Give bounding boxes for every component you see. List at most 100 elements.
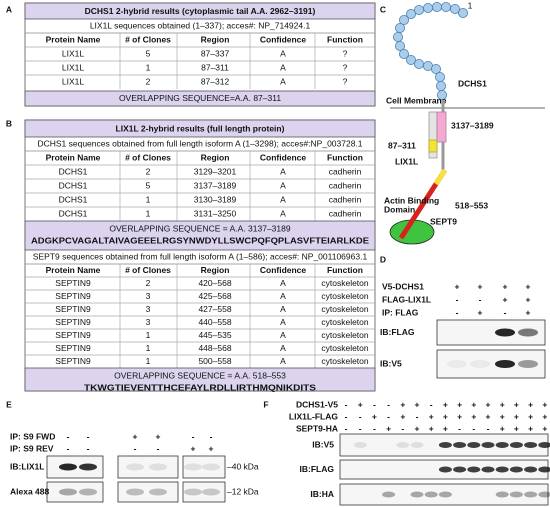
membrane-label: Cell Membrane (386, 95, 447, 105)
table-cell: 2 (146, 166, 151, 176)
sign: - (487, 423, 490, 433)
sign: + (191, 443, 196, 453)
domain-bead (457, 7, 468, 18)
table-cell: SEPTIN9 (55, 291, 91, 301)
table-cell: 87–312 (201, 76, 230, 86)
condition-label: FLAG-LIX1L (382, 294, 431, 304)
region-label: 518–553 (455, 200, 488, 210)
table-title: DCHS1 2-hybrid results (cytoplasmic tail… (85, 6, 316, 16)
band (495, 491, 509, 498)
blot-label: IB:HA (310, 489, 334, 499)
sign: + (514, 423, 519, 433)
table-subtitle: DCHS1 sequences obtained from full lengt… (37, 138, 362, 148)
domain-bead (430, 64, 441, 75)
table-cell: ? (343, 62, 348, 72)
table-cell: A (280, 166, 286, 176)
domain-bead (394, 41, 405, 52)
sign: - (479, 294, 482, 304)
overlap-text: OVERLAPPING SEQUENCE=A.A. 87–311 (119, 93, 281, 103)
sign: - (345, 423, 348, 433)
table-cell: DCHS1 (59, 194, 88, 204)
column-header: # of Clones (125, 265, 171, 275)
sign: + (471, 399, 476, 409)
panel-label: C (380, 4, 386, 14)
table-cell: cadherin (329, 194, 362, 204)
table-cell: 2 (146, 76, 151, 86)
column-header: Region (201, 152, 230, 162)
protein-label: DCHS1 (458, 78, 487, 88)
region-label: 3137–3189 (451, 120, 494, 130)
sign: - (134, 443, 137, 453)
band (149, 463, 167, 471)
sign: + (443, 399, 448, 409)
sign: + (514, 399, 519, 409)
band (79, 488, 97, 496)
table-cell: SEPTIN9 (55, 356, 91, 366)
table-cell: A (280, 304, 286, 314)
domain-bead (440, 2, 451, 12)
sign: + (386, 423, 391, 433)
table-cell: A (280, 208, 286, 218)
condition-label: SEPT9-HA (296, 423, 338, 433)
blot (182, 481, 226, 503)
band (149, 488, 167, 496)
overlap-text: OVERLAPPING SEQUENCE = A.A. 518–553 (114, 370, 286, 380)
sign: - (87, 443, 90, 453)
sign: + (478, 307, 483, 317)
table-cell: cytoskeleton (321, 291, 369, 301)
sign: + (400, 411, 405, 421)
table-cell: DCHS1 (59, 166, 88, 176)
band (424, 491, 438, 498)
table-cell: ? (343, 48, 348, 58)
table-cell: 1 (146, 343, 151, 353)
panel-label: E (6, 399, 12, 409)
table-cell: A (280, 180, 286, 190)
table-cell: 500–558 (198, 356, 231, 366)
panel-label: F (263, 399, 268, 409)
region-label: 87–311 (388, 140, 416, 150)
blot-label: IB:V5 (312, 439, 334, 449)
table-cell: 425–568 (198, 291, 231, 301)
condition-label: LIX1L-FLAG (289, 411, 338, 421)
band (495, 442, 509, 448)
sign: - (87, 431, 90, 441)
sign: - (472, 423, 475, 433)
sign: + (503, 294, 508, 304)
sign: + (372, 411, 377, 421)
sign: - (345, 411, 348, 421)
band (524, 466, 538, 473)
band (518, 328, 538, 337)
band (509, 491, 523, 498)
blot (117, 481, 179, 503)
table-cell: A (280, 48, 286, 58)
column-header: # of Clones (125, 34, 171, 44)
table-cell: A (280, 330, 286, 340)
sign: + (503, 281, 508, 291)
table-cell: A (280, 62, 286, 72)
band (470, 360, 490, 368)
overlap-band (24, 220, 376, 251)
sign: - (458, 423, 461, 433)
sign: + (415, 423, 420, 433)
sign: + (457, 399, 462, 409)
overlap-band (24, 90, 376, 107)
binding-region (436, 111, 447, 143)
table-cell: cadherin (329, 166, 362, 176)
band (79, 463, 97, 471)
blot (46, 481, 104, 503)
table-cell: A (280, 76, 286, 86)
table-cell: cytoskeleton (321, 317, 369, 327)
domain-label: Domain (384, 204, 415, 214)
column-header: Region (201, 265, 230, 275)
column-header: Confidence (260, 34, 307, 44)
band (538, 491, 550, 498)
band (524, 442, 538, 448)
column-header: # of Clones (125, 152, 171, 162)
column-header: Function (327, 34, 363, 44)
protein-label: SEPT9 (430, 216, 457, 226)
table-cell: A (280, 356, 286, 366)
sign: + (528, 399, 533, 409)
sign: - (67, 443, 70, 453)
band (410, 442, 424, 448)
column-header: Confidence (260, 152, 307, 162)
